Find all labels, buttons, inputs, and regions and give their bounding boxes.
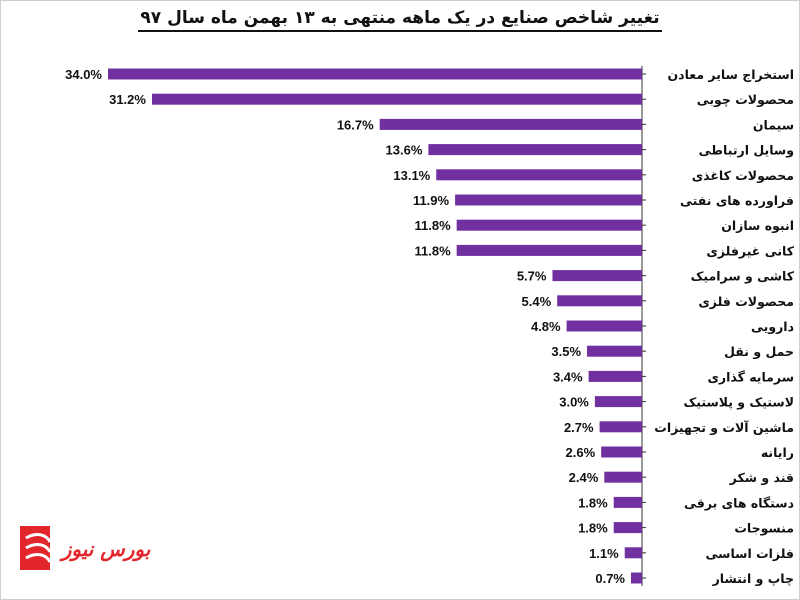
category-label: محصولات فلزی (698, 294, 794, 309)
data-label: 16.7% (337, 117, 374, 132)
data-label: 5.4% (522, 294, 552, 309)
category-label: ماشین آلات و تجهیزات (654, 420, 794, 435)
bar (428, 144, 642, 156)
data-label: 13.1% (393, 168, 430, 183)
data-label: 5.7% (517, 269, 547, 284)
data-label: 2.6% (566, 445, 596, 460)
category-label: استخراج سایر معادن (668, 67, 795, 82)
category-label: رایانه (761, 445, 794, 460)
chart-title-text: تغییر شاخص صنایع در یک ماهه منتهی به ۱۳ … (138, 8, 662, 32)
bar (379, 118, 642, 130)
logo-text: بورس نیوز (59, 537, 151, 562)
bar (552, 270, 642, 282)
category-label: منسوجات (734, 521, 794, 536)
category-label: دستگاه های برقی (684, 495, 794, 510)
data-label: 2.4% (569, 470, 599, 485)
data-label: 1.8% (578, 495, 608, 510)
bar (588, 370, 642, 382)
data-label: 11.9% (413, 193, 450, 208)
bourse-news-logo: بورس نیوز (20, 526, 151, 570)
bar (613, 496, 642, 508)
category-label: سرمایه گذاری (707, 369, 794, 384)
data-label: 0.7% (595, 571, 625, 586)
bar (613, 522, 642, 534)
category-label: محصولات کاغذی (692, 168, 794, 183)
data-label: 3.4% (553, 369, 583, 384)
category-label: کانی غیرفلزی (706, 243, 794, 258)
bar (455, 194, 642, 206)
chart-title: تغییر شاخص صنایع در یک ماهه منتهی به ۱۳ … (0, 8, 800, 32)
bar (594, 396, 642, 408)
data-label: 3.0% (559, 395, 589, 410)
bar (436, 169, 642, 181)
category-label: وسایل ارتباطی (699, 143, 794, 158)
bar (456, 219, 642, 231)
bar (108, 68, 642, 80)
bar (456, 244, 642, 256)
bar (557, 295, 642, 307)
data-label: 13.6% (386, 143, 423, 158)
category-label: سیمان (753, 117, 794, 132)
data-label: 11.8% (415, 218, 452, 233)
data-label: 2.7% (564, 420, 594, 435)
bar (624, 547, 642, 559)
bar (599, 421, 642, 433)
category-label: فراورده های نفتی (680, 193, 794, 208)
data-label: 11.8% (415, 243, 452, 258)
bar (566, 320, 642, 332)
category-label: قند و شکر (729, 470, 794, 485)
category-label: لاستیک و پلاستیک (683, 395, 794, 410)
category-label: کاشی و سرامیک (691, 269, 795, 284)
bar (631, 572, 642, 584)
category-label: دارویی (751, 319, 794, 334)
data-label: 31.2% (109, 92, 146, 107)
bar (604, 471, 642, 483)
bar (587, 345, 642, 357)
category-label: فلزات اساسی (706, 546, 794, 561)
data-label: 4.8% (531, 319, 561, 334)
category-label: حمل و نقل (724, 344, 794, 359)
bar (151, 93, 642, 105)
category-label: چاپ و انتشار (712, 571, 794, 586)
bar (601, 446, 642, 458)
category-label: انبوه سازان (721, 218, 794, 233)
data-label: 3.5% (551, 344, 581, 359)
data-label: 1.1% (589, 546, 619, 561)
data-label: 34.0% (65, 67, 102, 82)
category-label: محصولات چوبی (697, 92, 794, 107)
data-label: 1.8% (578, 521, 608, 536)
